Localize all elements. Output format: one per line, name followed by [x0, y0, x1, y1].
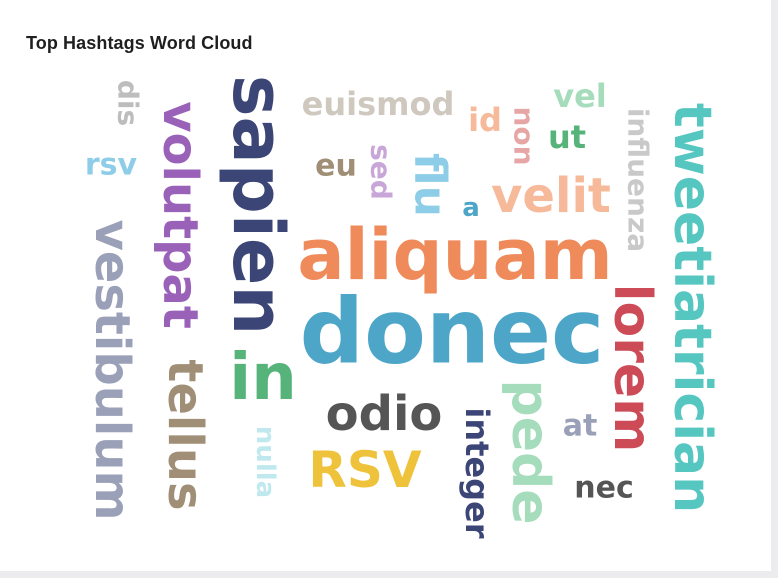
word-non: non: [508, 106, 541, 165]
word-dis: dis: [112, 80, 145, 126]
word-ut: ut: [548, 118, 586, 156]
word-volutpat: volutpat: [152, 101, 208, 329]
word-pede: pede: [500, 380, 560, 525]
word-eu: eu: [315, 149, 357, 184]
word-a: a: [462, 193, 480, 223]
word-sapien: sapien: [217, 75, 299, 335]
word-donec: donec: [300, 280, 605, 385]
word-euismod: euismod: [302, 85, 455, 123]
word-in: in: [229, 341, 297, 415]
word-at: at: [563, 409, 598, 444]
word-id: id: [468, 101, 502, 139]
word-vel: vel: [553, 77, 607, 115]
word-influenza: influenza: [622, 108, 655, 252]
word-tellus: tellus: [157, 359, 213, 510]
word-rsv: RSV: [308, 441, 422, 499]
chart-title: Top Hashtags Word Cloud: [26, 33, 253, 53]
word-lorem: lorem: [602, 284, 662, 453]
word-nulla: nulla: [250, 426, 280, 498]
word-nec: nec: [574, 471, 634, 506]
chart-card: [10, 10, 768, 566]
word-tweetiatrician: tweetiatrician: [662, 103, 722, 513]
word-sed: sed: [365, 144, 398, 200]
word-integer: integer: [458, 407, 496, 538]
panel-edge-right: [771, 0, 778, 578]
word-flu: flu: [405, 153, 456, 217]
word-vestibulum: vestibulum: [84, 220, 140, 521]
word-rsv: rsv: [85, 148, 138, 183]
word-odio: odio: [326, 386, 443, 442]
panel-edge-bottom: [0, 571, 778, 578]
word-velit: velit: [491, 168, 611, 224]
word-aliquam: aliquam: [297, 214, 612, 296]
